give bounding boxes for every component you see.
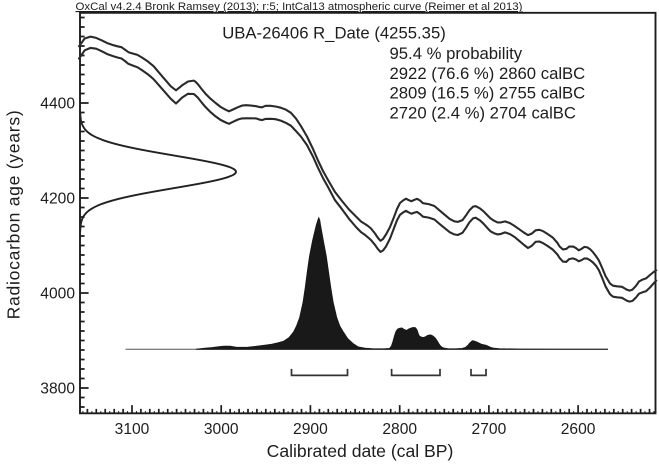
svg-text:3100: 3100: [115, 421, 150, 438]
svg-text:2809 (16.5 %) 2755 calBC: 2809 (16.5 %) 2755 calBC: [390, 84, 586, 103]
svg-text:UBA-26406 R_Date (4255.35): UBA-26406 R_Date (4255.35): [222, 24, 446, 43]
svg-text:4200: 4200: [40, 191, 75, 208]
svg-text:2720 (2.4 %) 2704 calBC: 2720 (2.4 %) 2704 calBC: [390, 103, 576, 122]
svg-text:3000: 3000: [204, 421, 239, 438]
svg-text:2900: 2900: [293, 421, 328, 438]
svg-text:4000: 4000: [40, 286, 75, 303]
svg-text:2600: 2600: [561, 421, 596, 438]
svg-text:OxCal v4.2.4 Bronk Ramsey (201: OxCal v4.2.4 Bronk Ramsey (2013); r:5; I…: [76, 1, 523, 13]
svg-text:95.4 % probability: 95.4 % probability: [390, 44, 523, 63]
svg-text:2800: 2800: [382, 421, 417, 438]
svg-text:4400: 4400: [40, 96, 75, 113]
svg-text:3800: 3800: [40, 381, 75, 398]
svg-text:2922 (76.6 %) 2860 calBC: 2922 (76.6 %) 2860 calBC: [390, 64, 586, 83]
svg-text:2700: 2700: [472, 421, 507, 438]
svg-text:Radiocarbon age (years): Radiocarbon age (years): [4, 110, 24, 320]
svg-text:Calibrated date (cal BP): Calibrated date (cal BP): [267, 441, 454, 461]
